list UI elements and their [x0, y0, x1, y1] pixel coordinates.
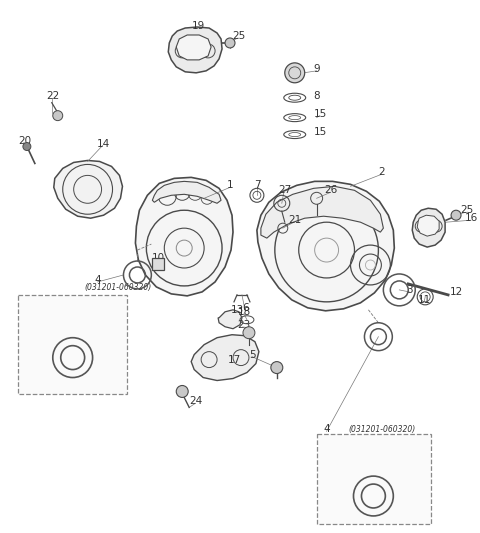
Text: 21: 21 [288, 215, 301, 225]
Circle shape [53, 111, 63, 120]
Polygon shape [257, 181, 394, 311]
Polygon shape [191, 335, 259, 381]
Polygon shape [218, 310, 242, 329]
Circle shape [271, 361, 283, 374]
Polygon shape [261, 187, 384, 238]
Text: 11: 11 [418, 295, 432, 305]
Text: 9: 9 [313, 64, 320, 74]
Text: 1: 1 [227, 180, 234, 190]
Bar [152, 258, 164, 270]
Text: 22: 22 [46, 91, 59, 101]
Text: 2: 2 [378, 167, 385, 177]
Text: 7: 7 [254, 180, 261, 190]
Polygon shape [168, 27, 222, 73]
Text: 3: 3 [406, 285, 413, 295]
Text: 8: 8 [313, 91, 320, 101]
Circle shape [23, 142, 31, 150]
Text: 29: 29 [66, 317, 79, 327]
Text: 10: 10 [151, 253, 165, 263]
Circle shape [176, 385, 188, 398]
Text: 12: 12 [450, 287, 463, 297]
Circle shape [225, 38, 235, 48]
Text: 24: 24 [189, 397, 203, 407]
Text: 20: 20 [18, 135, 31, 146]
Polygon shape [412, 208, 445, 247]
Text: 4: 4 [95, 275, 101, 285]
Text: 25: 25 [460, 205, 473, 215]
Text: (031201-060320): (031201-060320) [348, 425, 416, 434]
Text: 6: 6 [242, 303, 249, 313]
Text: 19: 19 [192, 21, 205, 31]
Text: 16: 16 [465, 213, 478, 223]
Text: 25: 25 [232, 31, 245, 41]
FancyBboxPatch shape [317, 434, 431, 524]
Text: 26: 26 [324, 185, 338, 195]
Text: 28: 28 [367, 455, 380, 465]
Text: (031201-060320): (031201-060320) [84, 284, 152, 293]
Text: 14: 14 [96, 139, 110, 149]
Text: 23: 23 [237, 320, 250, 330]
Text: 13: 13 [231, 305, 244, 315]
Circle shape [243, 327, 255, 338]
Polygon shape [417, 215, 439, 236]
Text: 15: 15 [313, 109, 327, 119]
Circle shape [285, 63, 305, 83]
Text: 15: 15 [313, 126, 327, 136]
Text: 27: 27 [278, 185, 291, 195]
Text: 18: 18 [238, 307, 251, 317]
Polygon shape [135, 177, 233, 296]
Polygon shape [152, 181, 221, 203]
Circle shape [451, 210, 461, 220]
Polygon shape [176, 35, 211, 60]
Text: 5: 5 [249, 350, 255, 360]
Text: (060320- ): (060320- ) [52, 303, 93, 312]
Polygon shape [54, 160, 122, 218]
Text: (060320- ): (060320- ) [353, 443, 394, 452]
Text: 17: 17 [228, 354, 241, 365]
Text: 4: 4 [324, 424, 330, 434]
FancyBboxPatch shape [18, 295, 128, 394]
